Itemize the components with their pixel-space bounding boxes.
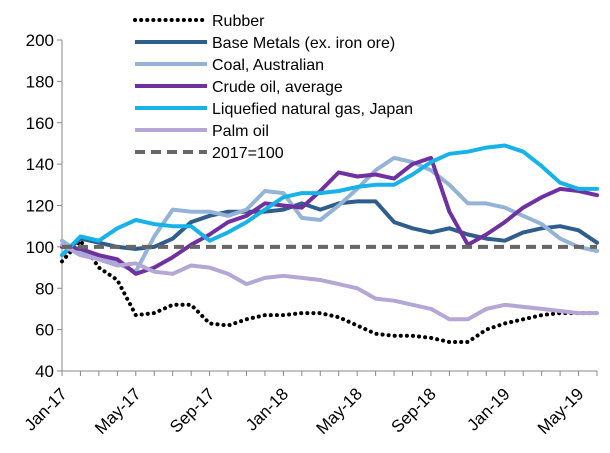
legend-label-base-metals-ex-iron-ore: Base Metals (ex. iron ore): [212, 35, 395, 52]
y-tick-label: 60: [35, 321, 54, 340]
x-tick-label: Jan-18: [242, 384, 292, 434]
legend-label-liquefied-natural-gas-japan: Liquefied natural gas, Japan: [212, 101, 413, 118]
series-line-rubber: [60, 238, 599, 344]
y-tick-label: 180: [26, 72, 54, 91]
y-tick-label: 120: [26, 197, 54, 216]
y-tick-label: 200: [26, 31, 54, 50]
x-tick-label: Jan-17: [21, 384, 71, 434]
y-tick-label: 160: [26, 114, 54, 133]
series-line-liquefied-natural-gas-japan: [60, 143, 599, 258]
y-tick-label: 100: [26, 238, 54, 257]
legend-label-coal-australian: Coal, Australian: [212, 57, 324, 74]
series-line-palm-oil: [60, 242, 599, 322]
series-line-coal-australian: [60, 155, 599, 274]
x-tick-label: May-17: [91, 384, 145, 438]
legend-label-crude-oil-average: Crude oil, average: [212, 79, 343, 96]
y-tick-label: 140: [26, 155, 54, 174]
x-tick-label: May-18: [312, 384, 366, 438]
y-tick-label: 40: [35, 362, 54, 381]
x-tick-label: Sep-17: [166, 384, 218, 436]
legend-label-2017-100: 2017=100: [212, 145, 284, 162]
legend-label-palm-oil: Palm oil: [212, 123, 269, 140]
chart-legend: Rubber Base Metals (ex. iron ore) Coal, Au…: [133, 13, 413, 162]
x-tick-label: Sep-18: [388, 384, 440, 436]
legend-label-rubber: Rubber: [212, 13, 265, 30]
y-tick-label: 80: [35, 279, 54, 298]
x-tick-label: Jan-19: [463, 384, 513, 434]
x-tick-label: May-19: [534, 384, 588, 438]
series-lines: [60, 143, 599, 344]
